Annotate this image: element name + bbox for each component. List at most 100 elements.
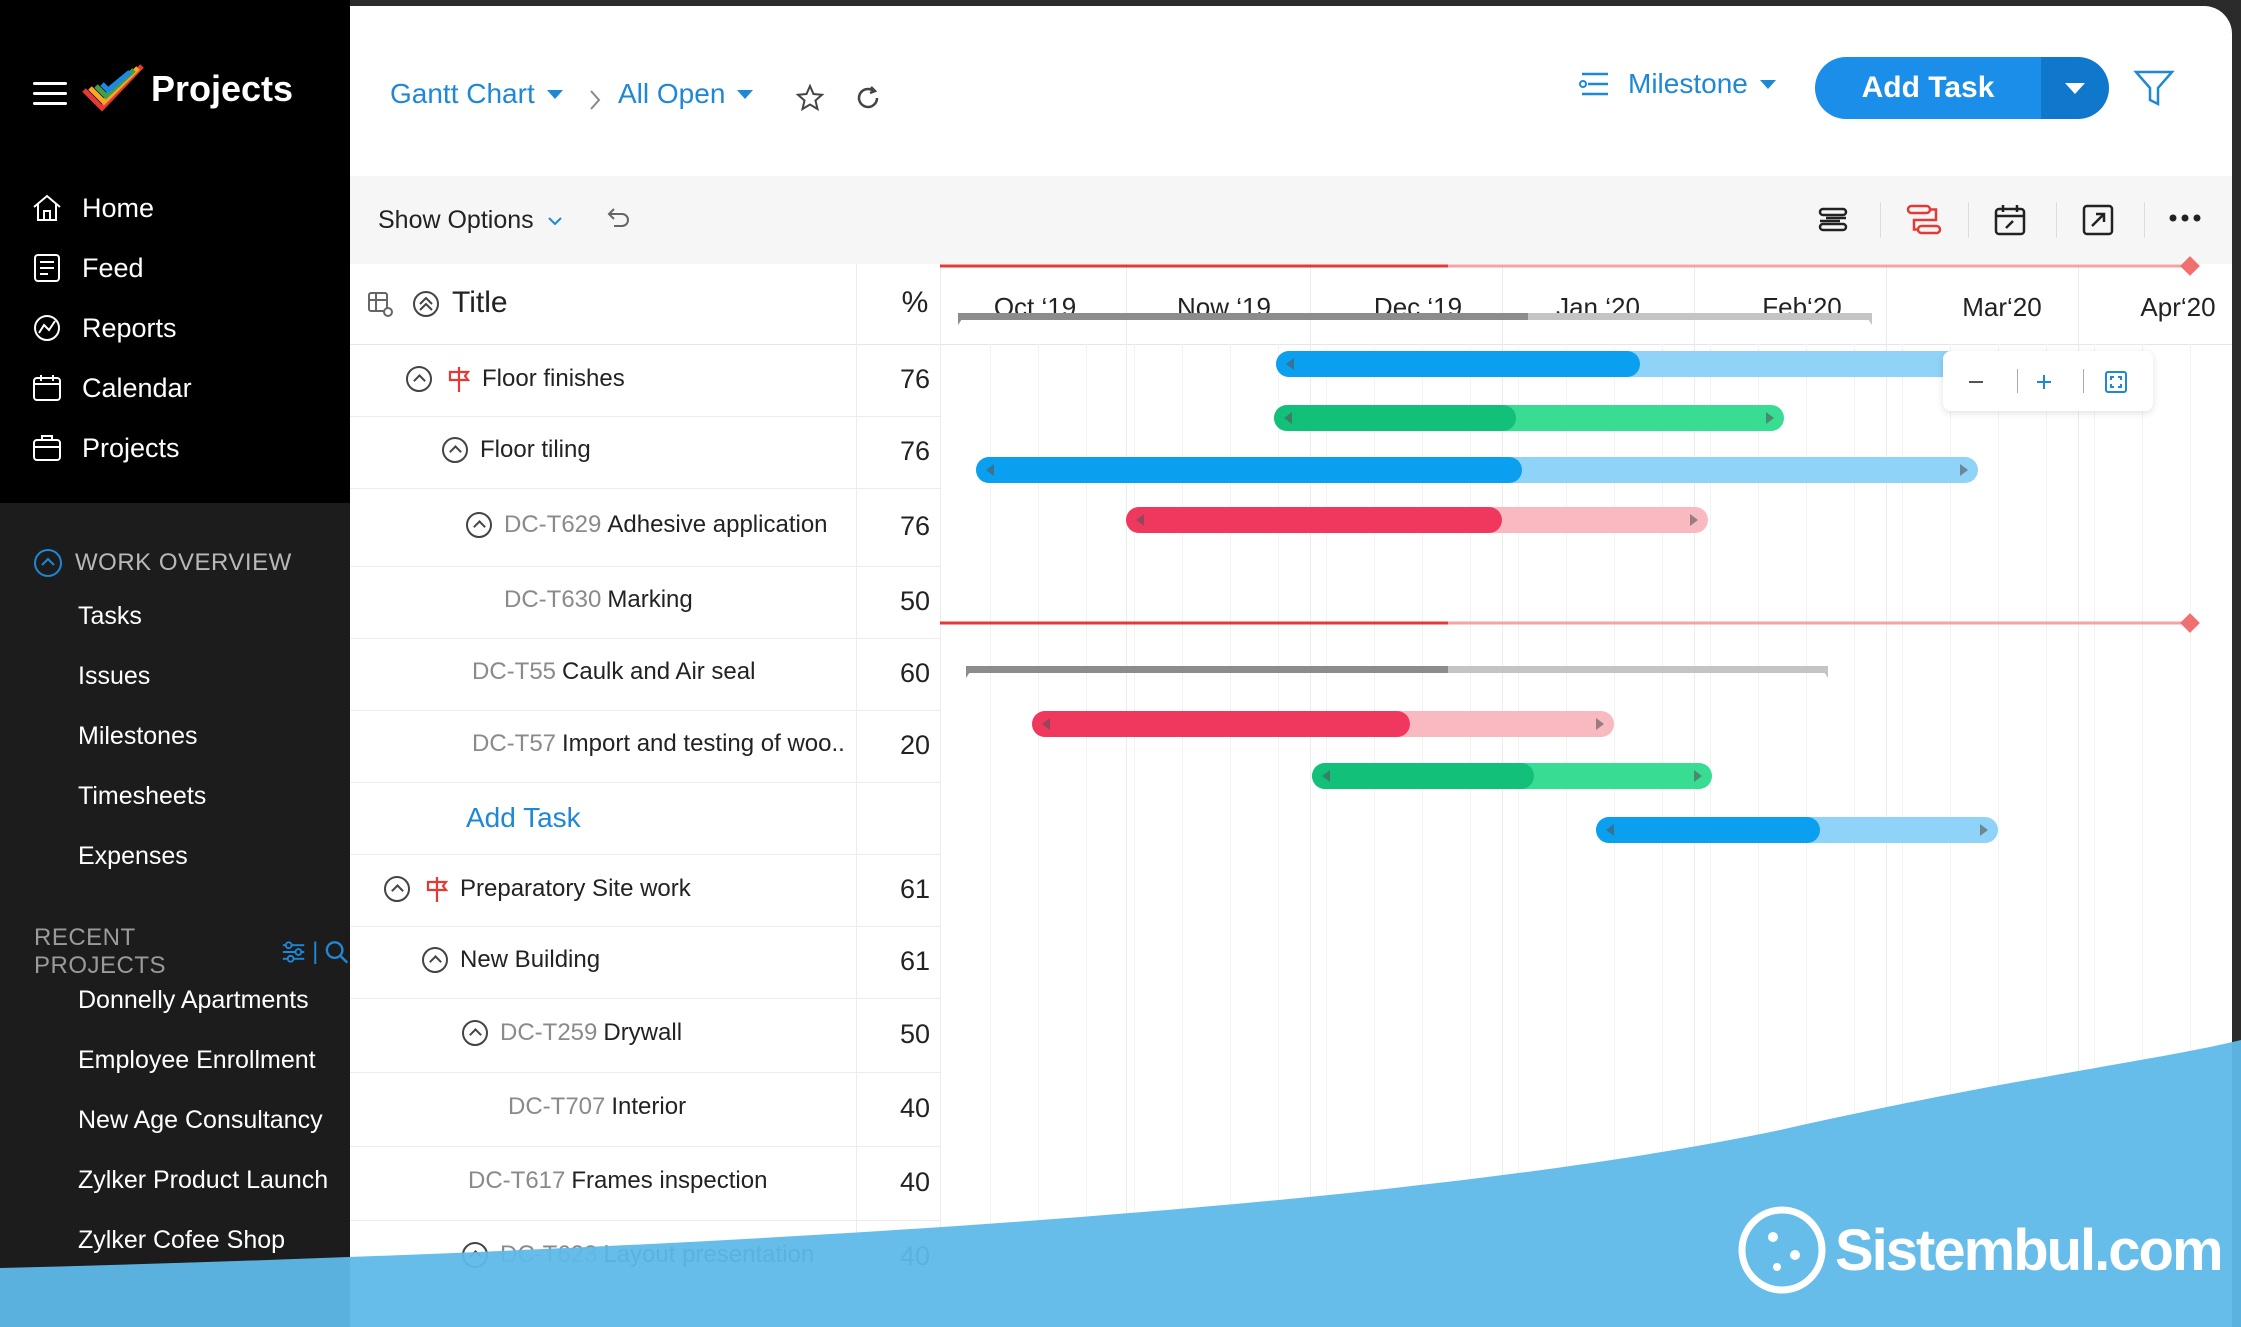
task-title[interactable]: Caulk and Air seal — [562, 658, 756, 685]
milestone-label: Milestone — [1628, 68, 1748, 99]
calendar-edit-icon[interactable] — [1992, 202, 2028, 238]
nav-projects[interactable]: Projects — [30, 426, 180, 470]
brand-logo-icon — [1738, 1206, 1826, 1294]
group-bar-cap — [966, 666, 974, 678]
week-gridline — [1470, 344, 1471, 1327]
task-code[interactable]: DC-T630 — [504, 586, 602, 613]
chevron-up-icon — [34, 549, 62, 577]
task-title-cell: Preparatory Site work — [384, 874, 691, 904]
task-title[interactable]: Marking — [607, 586, 693, 613]
collapse-toggle-icon[interactable] — [442, 437, 468, 463]
add-task-button[interactable]: Add Task — [1815, 57, 2041, 119]
menu-icon[interactable] — [33, 80, 67, 108]
task-row[interactable]: DC-T630 Marking 50 — [350, 566, 940, 639]
task-code[interactable]: DC-T55 — [472, 658, 557, 685]
recent-projects-heading: RECENT PROJECTS | — [34, 924, 350, 980]
milestone-dropdown[interactable]: Milestone — [1578, 68, 1776, 100]
search-icon[interactable] — [323, 938, 350, 966]
recent-project-item[interactable]: Zylker Cofee Shop — [78, 1226, 286, 1254]
collapse-toggle-icon[interactable] — [406, 366, 432, 392]
work-item-tasks[interactable]: Tasks — [78, 602, 142, 630]
zoom-in-icon[interactable] — [2033, 371, 2055, 393]
recent-project-item[interactable]: Zylker Product Launch — [78, 1166, 329, 1194]
task-bar-handle — [986, 464, 994, 476]
work-item-milestones[interactable]: Milestones — [78, 722, 198, 750]
task-code[interactable]: DC-T629 — [504, 511, 602, 538]
star-icon[interactable] — [794, 82, 826, 114]
task-title-cell: DC-T57 Import and testing of woo.. — [472, 730, 845, 758]
week-gridline — [2094, 344, 2095, 1327]
task-row[interactable]: DC-T629 Adhesive application 76 — [350, 488, 940, 567]
collapse-toggle-icon[interactable] — [384, 876, 410, 902]
nav-feed[interactable]: Feed — [30, 246, 144, 290]
show-options-dropdown[interactable]: Show Options — [378, 206, 566, 235]
refresh-icon[interactable] — [852, 82, 884, 114]
recent-project-item[interactable]: Donnelly Apartments — [78, 986, 309, 1014]
collapse-all-icon[interactable] — [412, 290, 440, 318]
collapse-toggle-icon[interactable] — [466, 512, 492, 538]
milestone-diamond — [2180, 256, 2200, 276]
task-bar-progress — [1032, 711, 1410, 737]
week-gridline — [2142, 344, 2143, 1327]
task-row[interactable]: Preparatory Site work 61 — [350, 854, 940, 927]
task-view-icon[interactable] — [1816, 202, 1852, 238]
add-task-dropdown-button[interactable] — [2041, 57, 2109, 119]
work-item-issues[interactable]: Issues — [78, 662, 151, 690]
nav-calendar-label: Calendar — [82, 372, 192, 403]
task-bar-handle — [1766, 412, 1774, 424]
zoom-controls — [1943, 351, 2153, 411]
task-title-cell: New Building — [422, 946, 600, 974]
nav-reports[interactable]: Reports — [30, 306, 177, 350]
task-row[interactable]: New Building 61 — [350, 926, 940, 999]
collapse-toggle-icon[interactable] — [422, 947, 448, 973]
recent-project-item[interactable]: Employee Enrollment — [78, 1046, 316, 1074]
task-title[interactable]: Preparatory Site work — [460, 875, 691, 902]
task-title[interactable]: Floor finishes — [482, 365, 625, 392]
milestone-diamond — [2180, 613, 2200, 633]
percent-column-header[interactable]: % — [901, 286, 929, 319]
projects-logo-icon — [82, 64, 144, 112]
group-bar-cap — [1820, 666, 1828, 678]
work-overview-heading[interactable]: WORK OVERVIEW — [33, 548, 292, 578]
dependency-icon[interactable] — [1904, 200, 1944, 240]
task-title[interactable]: Floor tiling — [480, 436, 591, 463]
expand-icon[interactable] — [2080, 202, 2116, 238]
work-item-expenses[interactable]: Expenses — [78, 842, 188, 870]
recent-project-item[interactable]: New Age Consultancy — [78, 1106, 323, 1134]
month-divider — [1310, 264, 1311, 1327]
task-title[interactable]: Import and testing of woo.. — [562, 730, 845, 757]
undo-icon[interactable] — [602, 204, 632, 234]
divider — [1880, 202, 1881, 238]
task-code[interactable]: DC-T57 — [472, 730, 557, 757]
task-row[interactable]: Floor finishes 76 — [350, 344, 940, 417]
work-item-timesheets[interactable]: Timesheets — [78, 782, 207, 810]
task-bar-handle — [1690, 514, 1698, 526]
divider — [2056, 202, 2057, 238]
divider — [1968, 202, 1969, 238]
task-bar-progress — [1274, 405, 1516, 431]
fit-screen-icon[interactable] — [2103, 369, 2129, 395]
title-column-header[interactable]: Title — [452, 286, 508, 319]
task-bar-handle — [1596, 718, 1604, 730]
nav-calendar[interactable]: Calendar — [30, 366, 192, 410]
nav-home[interactable]: Home — [30, 186, 154, 230]
group-bar-progress — [958, 313, 1528, 320]
task-title[interactable]: Adhesive application — [607, 511, 828, 538]
reports-icon — [34, 315, 60, 341]
divider — [2144, 202, 2145, 238]
task-row[interactable]: Floor tiling 76 — [350, 416, 940, 489]
task-row[interactable]: DC-T57 Import and testing of woo.. 20 — [350, 710, 940, 783]
week-gridline — [1422, 344, 1423, 1327]
task-title[interactable]: New Building — [460, 946, 601, 973]
more-options-icon[interactable] — [2168, 210, 2202, 226]
zoom-out-icon[interactable] — [1965, 371, 1987, 393]
filter-sliders-icon[interactable] — [279, 937, 308, 967]
task-row[interactable]: DC-T55 Caulk and Air seal 60 — [350, 638, 940, 711]
task-bar-progress — [1126, 507, 1502, 533]
nav-projects-label: Projects — [82, 432, 180, 463]
view-dropdown[interactable]: Gantt Chart — [390, 78, 563, 110]
filter-dropdown[interactable]: All Open — [618, 78, 754, 110]
add-task-link[interactable]: Add Task — [466, 802, 581, 833]
filter-icon[interactable] — [2132, 66, 2176, 110]
column-settings-icon[interactable] — [366, 290, 394, 318]
